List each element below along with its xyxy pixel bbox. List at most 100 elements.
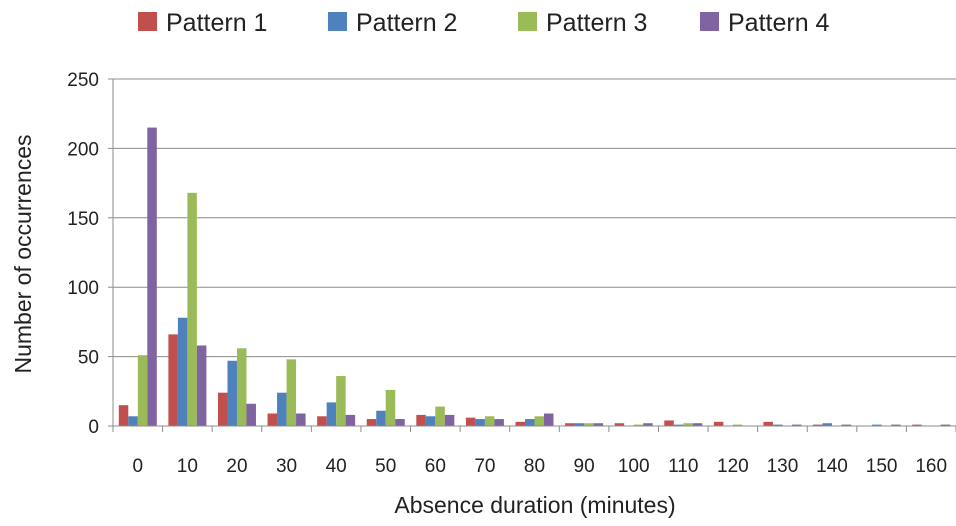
bar-pattern-2 xyxy=(326,402,337,426)
bar-pattern-1 xyxy=(217,392,228,426)
bar-pattern-2 xyxy=(872,424,882,426)
bar-pattern-4 xyxy=(444,414,455,426)
x-tick-label: 90 xyxy=(574,456,595,477)
bar-pattern-3 xyxy=(336,376,346,426)
x-tick-label: 60 xyxy=(425,456,446,477)
x-axis-title: Absence duration (minutes) xyxy=(394,492,675,518)
bar-pattern-1 xyxy=(912,424,922,426)
legend-label: Pattern 3 xyxy=(546,9,647,37)
x-tick-label: 120 xyxy=(717,456,749,477)
bar-pattern-4 xyxy=(544,413,554,426)
bar-pattern-1 xyxy=(465,417,476,426)
bar-pattern-4 xyxy=(296,413,306,426)
bar-pattern-1 xyxy=(168,334,178,426)
bar-pattern-4 xyxy=(246,403,256,426)
x-tick-label: 10 xyxy=(177,456,198,477)
x-tick-label: 50 xyxy=(375,456,396,477)
bar-pattern-2 xyxy=(177,317,188,426)
legend-swatch xyxy=(700,12,719,31)
legend-swatch xyxy=(328,12,347,31)
bar-pattern-4 xyxy=(643,423,653,426)
x-tick-label: 70 xyxy=(474,456,495,477)
y-axis-title: Number of occurrences xyxy=(10,134,36,373)
x-tick-label: 100 xyxy=(618,456,650,477)
legend-item: Pattern 4 xyxy=(700,9,830,37)
bar-pattern-3 xyxy=(584,423,594,426)
bar-pattern-1 xyxy=(664,420,674,426)
bar-pattern-4 xyxy=(940,424,951,426)
bar-pattern-2 xyxy=(376,410,386,426)
x-tick-labels: 0 10 20 30 40 50 60 70 80 90 100 110 120 130 140 150 160 xyxy=(133,456,948,477)
bar-pattern-4 xyxy=(395,419,405,426)
bar-pattern-1 xyxy=(118,405,129,426)
y-tick-label: 200 xyxy=(67,139,99,160)
bar-pattern-1 xyxy=(317,416,327,426)
bar-pattern-3 xyxy=(385,389,396,426)
bar-pattern-4 xyxy=(345,414,356,426)
bar-pattern-2 xyxy=(425,416,436,426)
bar-pattern-4 xyxy=(196,345,207,426)
bar-pattern-3 xyxy=(435,406,445,426)
bar-pattern-2 xyxy=(277,392,287,426)
bar-pattern-1 xyxy=(813,424,823,426)
bar-pattern-4 xyxy=(791,424,802,426)
bar-pattern-2 xyxy=(574,423,585,426)
bar-pattern-4 xyxy=(147,127,157,426)
legend-label: Pattern 2 xyxy=(356,9,457,37)
bar-pattern-3 xyxy=(484,416,495,426)
axes xyxy=(108,78,956,432)
x-tick-label: 160 xyxy=(915,456,947,477)
bar-pattern-3 xyxy=(236,348,247,426)
legend-item: Pattern 3 xyxy=(518,9,647,37)
legend-swatch xyxy=(518,12,537,31)
x-tick-label: 0 xyxy=(133,456,144,477)
bar-pattern-4 xyxy=(891,424,901,426)
bar-pattern-4 xyxy=(692,423,703,426)
bar-pattern-3 xyxy=(683,423,693,426)
y-tick-label: 0 xyxy=(88,417,99,438)
bar-pattern-1 xyxy=(614,423,625,426)
bar-pattern-3 xyxy=(732,424,743,426)
bar-pattern-2 xyxy=(227,360,237,426)
y-tick-labels: 0 50 100 150 200 250 xyxy=(67,70,99,438)
x-tick-label: 40 xyxy=(326,456,347,477)
x-tick-label: 20 xyxy=(226,456,247,477)
bar-pattern-3 xyxy=(534,416,544,426)
legend-label: Pattern 4 xyxy=(728,9,830,37)
y-tick-label: 50 xyxy=(78,348,99,369)
x-tick-label: 30 xyxy=(276,456,297,477)
bar-pattern-4 xyxy=(593,423,604,426)
bar-pattern-1 xyxy=(366,419,377,426)
bar-pattern-2 xyxy=(475,419,485,426)
y-tick-label: 100 xyxy=(67,278,99,299)
bars xyxy=(118,127,951,426)
y-tick-label: 250 xyxy=(67,70,99,91)
legend-label: Pattern 1 xyxy=(166,9,267,37)
legend-item: Pattern 1 xyxy=(138,9,267,37)
x-tick-label: 150 xyxy=(866,456,898,477)
legend-swatch xyxy=(138,12,157,31)
bar-pattern-1 xyxy=(515,421,525,426)
bar-pattern-1 xyxy=(416,414,426,426)
legend-item: Pattern 2 xyxy=(328,9,457,37)
y-tick-label: 150 xyxy=(67,209,99,230)
bar-pattern-4 xyxy=(841,424,852,426)
bar-pattern-1 xyxy=(713,421,724,426)
bar-pattern-1 xyxy=(267,413,278,426)
bar-pattern-2 xyxy=(772,424,783,426)
bar-pattern-1 xyxy=(763,421,773,426)
bar-pattern-4 xyxy=(494,419,504,426)
bar-pattern-2 xyxy=(822,423,833,426)
bar-pattern-2 xyxy=(128,416,138,426)
bar-pattern-3 xyxy=(633,424,644,426)
x-tick-label: 130 xyxy=(767,456,799,477)
bar-pattern-1 xyxy=(565,423,575,426)
bar-pattern-3 xyxy=(286,359,297,426)
bar-pattern-2 xyxy=(673,424,684,426)
bar-pattern-3 xyxy=(137,355,148,426)
legend: Pattern 1 Pattern 2 Pattern 3 Pattern 4 xyxy=(138,9,830,37)
x-tick-label: 140 xyxy=(816,456,848,477)
bar-pattern-2 xyxy=(525,419,535,426)
